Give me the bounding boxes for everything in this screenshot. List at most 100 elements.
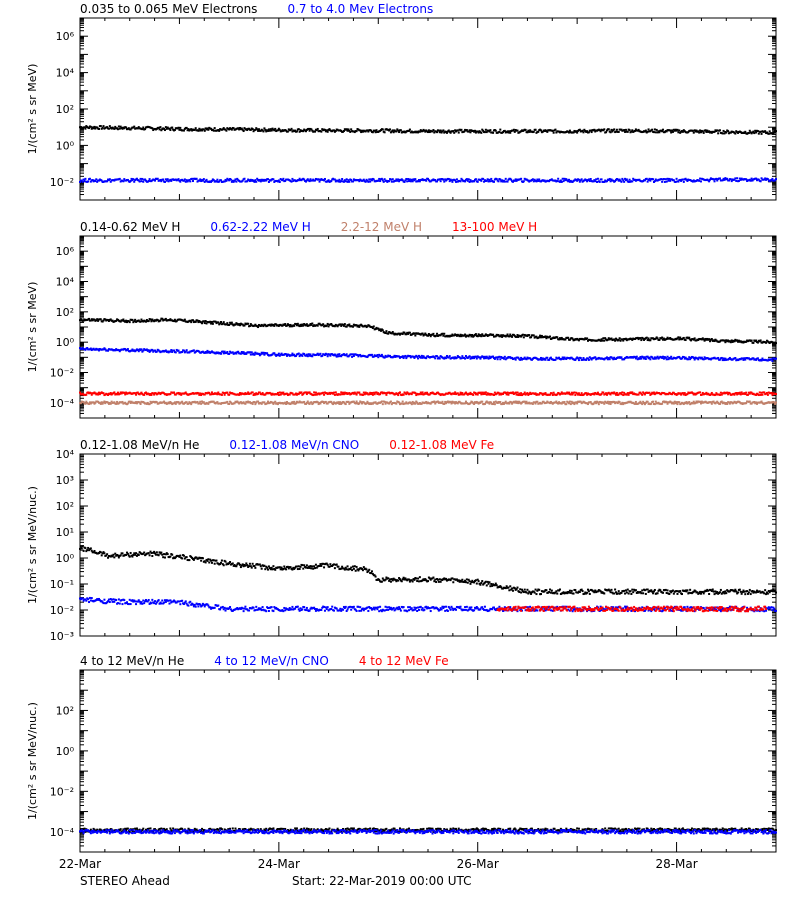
data-point <box>410 178 413 181</box>
data-point <box>278 180 281 183</box>
data-point <box>260 178 263 181</box>
data-point <box>723 359 726 362</box>
data-point <box>447 356 450 359</box>
data-point <box>270 393 273 396</box>
data-point <box>406 180 409 183</box>
data-point <box>428 333 431 336</box>
data-point <box>150 320 153 323</box>
data-point <box>707 179 710 182</box>
data-point <box>281 179 284 182</box>
data-point <box>141 128 144 131</box>
data-point <box>454 129 457 132</box>
data-point <box>97 348 100 351</box>
data-point <box>351 325 354 328</box>
data-point <box>497 333 500 336</box>
data-point <box>445 402 448 405</box>
data-point <box>480 393 483 396</box>
data-point <box>438 357 441 360</box>
data-point <box>381 179 384 182</box>
data-point <box>287 353 290 356</box>
data-point <box>533 178 536 181</box>
data-point <box>585 179 588 182</box>
data-point <box>737 339 740 342</box>
data-point <box>603 128 606 131</box>
data-point <box>701 337 704 340</box>
data-point <box>179 180 182 183</box>
data-point <box>655 128 658 131</box>
data-point <box>374 328 377 331</box>
data-point <box>257 352 260 355</box>
data-point <box>272 323 275 326</box>
data-point <box>638 357 641 360</box>
data-point <box>620 356 623 359</box>
data-point <box>357 324 360 327</box>
data-point <box>249 128 252 131</box>
data-point <box>509 333 512 336</box>
data-point <box>771 177 774 180</box>
data-point <box>420 402 423 405</box>
data-point <box>543 179 546 182</box>
data-point <box>405 177 408 180</box>
data-point <box>483 392 486 395</box>
data-point <box>545 401 548 404</box>
data-point <box>212 179 215 182</box>
data-point <box>500 334 503 337</box>
data-point <box>610 178 613 181</box>
data-point <box>433 131 436 134</box>
data-point <box>755 177 758 180</box>
data-point <box>388 402 391 405</box>
data-point <box>117 402 120 405</box>
data-point <box>492 401 495 404</box>
data-point <box>165 179 168 182</box>
data-point <box>558 356 561 359</box>
data-point <box>754 129 757 132</box>
data-point <box>717 132 720 135</box>
data-point <box>118 127 121 130</box>
data-point <box>658 131 661 134</box>
data-point <box>651 356 654 359</box>
data-point <box>524 128 527 131</box>
data-point <box>669 179 672 182</box>
data-point <box>94 180 97 183</box>
data-point <box>417 357 420 360</box>
data-point <box>733 340 736 343</box>
data-point <box>190 128 193 131</box>
data-point <box>344 180 347 183</box>
data-point <box>106 180 109 183</box>
data-point <box>615 391 618 394</box>
data-point <box>590 131 593 134</box>
data-point <box>721 132 724 135</box>
data-point <box>239 393 242 396</box>
data-point <box>348 392 351 395</box>
data-point <box>474 391 477 394</box>
data-point <box>447 177 450 180</box>
data-point <box>389 178 392 181</box>
data-point <box>559 338 562 341</box>
data-point <box>311 355 314 358</box>
data-point <box>205 322 208 325</box>
data-point <box>476 180 479 183</box>
data-point <box>254 179 257 182</box>
data-point <box>554 358 557 361</box>
data-point <box>518 400 521 403</box>
data-point <box>225 323 228 326</box>
data-point <box>186 129 189 132</box>
data-point <box>607 357 610 360</box>
data-point <box>576 402 579 405</box>
data-point <box>212 129 215 132</box>
data-point <box>317 403 320 406</box>
data-point <box>88 401 91 404</box>
data-point <box>276 391 279 394</box>
data-point <box>373 393 376 396</box>
data-point <box>479 391 482 394</box>
data-point <box>371 327 374 330</box>
data-point <box>480 179 483 182</box>
data-point <box>332 403 335 406</box>
data-point <box>267 180 270 183</box>
data-point <box>489 129 492 132</box>
data-point <box>513 179 516 182</box>
data-point <box>108 125 111 128</box>
data-point <box>727 339 730 342</box>
data-point <box>99 125 102 128</box>
data-point <box>682 403 685 406</box>
